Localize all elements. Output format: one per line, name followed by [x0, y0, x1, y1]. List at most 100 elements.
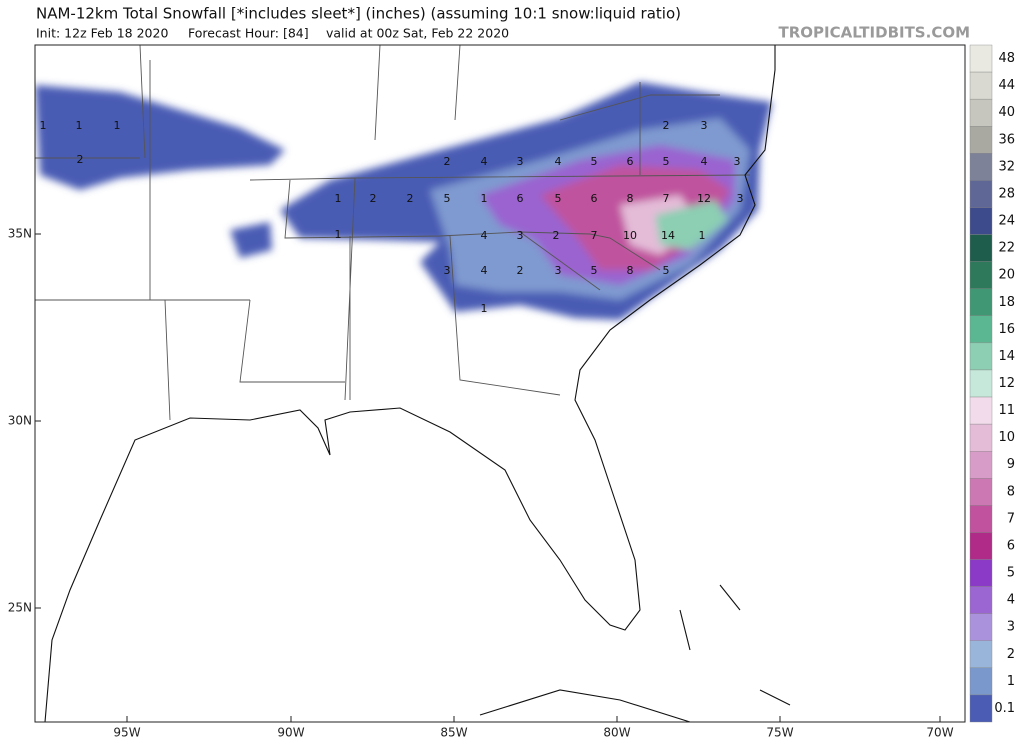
- colorbar-swatch: [969, 98, 993, 127]
- contour-label: 5: [663, 155, 670, 168]
- latitude-label: 35N: [8, 227, 32, 241]
- colorbar-label: 8: [1007, 484, 1015, 499]
- colorbar-label: 3: [1007, 620, 1015, 635]
- contour-label: 5: [591, 264, 598, 277]
- colorbar-label: 2: [1007, 647, 1015, 662]
- colorbar-label: 11: [998, 403, 1015, 418]
- colorbar-swatch: [969, 667, 993, 696]
- contour-label: 8: [627, 192, 634, 205]
- colorbar-label: 5: [1007, 566, 1015, 581]
- colorbar-label: 18: [998, 295, 1015, 310]
- title: NAM-12km Total Snowfall [*includes sleet…: [36, 5, 681, 23]
- contour-label: 1: [699, 229, 706, 242]
- contour-label: 1: [114, 119, 121, 132]
- colorbar-swatch: [969, 153, 993, 181]
- contour-label: 3: [517, 229, 524, 242]
- longitude-label: 85W: [440, 726, 467, 740]
- contour-label: 2: [663, 119, 670, 132]
- contour-label: 4: [555, 155, 562, 168]
- colorbar-label: 48: [998, 51, 1015, 66]
- colorbar-swatch: [969, 451, 993, 479]
- colorbar-swatch: [969, 315, 993, 344]
- colorbar-label: 36: [998, 132, 1015, 147]
- contour-label: 2: [370, 192, 377, 205]
- longitude-label: 95W: [113, 726, 140, 740]
- contour-label: 2: [517, 264, 524, 277]
- colorbar-swatch: [969, 505, 993, 533]
- colorbar-label: 22: [998, 241, 1015, 256]
- contour-label: 1: [40, 119, 47, 132]
- colorbar-swatch: [969, 613, 993, 641]
- colorbar-label: 7: [1007, 511, 1015, 526]
- colorbar-label: 32: [998, 159, 1015, 174]
- colorbar-swatch: [969, 369, 993, 398]
- colorbar-label: 1: [1007, 674, 1015, 689]
- contour-label: 1: [481, 192, 488, 205]
- contour-label: 1: [335, 228, 342, 241]
- colorbar-label: 24: [998, 214, 1015, 229]
- contour-label: 2: [553, 229, 560, 242]
- colorbar-swatch: [969, 180, 993, 208]
- colorbar-swatch: [969, 207, 993, 235]
- contour-label: 7: [663, 192, 670, 205]
- contour-label: 5: [444, 192, 451, 205]
- contour-label: 6: [591, 192, 598, 205]
- contour-label: 5: [555, 192, 562, 205]
- colorbar-label: 12: [998, 376, 1015, 391]
- colorbar-swatch: [969, 559, 993, 587]
- colorbar-label: 4: [1007, 593, 1015, 608]
- colorbar-swatch: [969, 288, 993, 317]
- colorbar-swatch: [969, 586, 993, 614]
- contour-label: 4: [701, 155, 708, 168]
- contour-label: 4: [481, 229, 488, 242]
- colorbar-label: 14: [998, 349, 1015, 364]
- contour-label: 4: [481, 155, 488, 168]
- colorbar-label: 6: [1007, 538, 1015, 553]
- colorbar-swatch: [969, 694, 993, 723]
- contour-label: 5: [591, 155, 598, 168]
- colorbar-label: 40: [998, 105, 1015, 120]
- contour-label: 2: [77, 153, 84, 166]
- longitude-label: 70W: [926, 726, 953, 740]
- contour-label: 1: [76, 119, 83, 132]
- map-frame: [34, 44, 966, 723]
- contour-label: 3: [701, 119, 708, 132]
- contour-label: 12: [697, 192, 711, 205]
- colorbar-swatch: [969, 126, 993, 154]
- colorbar-swatch: [969, 342, 993, 371]
- contour-label: 4: [481, 264, 488, 277]
- contour-label: 3: [555, 264, 562, 277]
- longitude-label: 80W: [603, 726, 630, 740]
- contour-label: 5: [663, 264, 670, 277]
- contour-label: 1: [481, 302, 488, 315]
- forecast-hour: Forecast Hour: [84]: [188, 26, 309, 41]
- valid-time: valid at 00z Sat, Feb 22 2020: [326, 26, 509, 41]
- latitude-label: 30N: [8, 414, 32, 428]
- colorbar-swatch: [969, 396, 993, 425]
- contour-label: 2: [444, 155, 451, 168]
- colorbar-swatch: [969, 640, 993, 669]
- contour-label: 6: [627, 155, 634, 168]
- colorbar-label: 20: [998, 268, 1015, 283]
- contour-label: 3: [517, 155, 524, 168]
- colorbar-label: 0.1: [994, 701, 1015, 716]
- contour-label: 6: [517, 192, 524, 205]
- colorbar-label: 28: [998, 186, 1015, 201]
- contour-label: 7: [591, 229, 598, 242]
- contour-label: 14: [661, 229, 675, 242]
- axis-labels: 35N 30N 25N 95W 90W 85W 80W 75W 70W: [8, 227, 954, 740]
- longitude-label: 90W: [277, 726, 304, 740]
- colorbar-label: 16: [998, 322, 1015, 337]
- contour-label: 3: [734, 155, 741, 168]
- colorbar-swatch: [969, 234, 993, 262]
- init-time: Init: 12z Feb 18 2020: [36, 26, 168, 41]
- contour-label: 2: [407, 192, 414, 205]
- colorbar-swatch: [969, 532, 993, 560]
- longitude-label: 75W: [766, 726, 793, 740]
- colorbar: 4844403632282422201816141211109876543210…: [969, 44, 1015, 723]
- contour-label: 1: [335, 192, 342, 205]
- colorbar-swatch: [969, 423, 993, 452]
- colorbar-label: 44: [998, 78, 1015, 93]
